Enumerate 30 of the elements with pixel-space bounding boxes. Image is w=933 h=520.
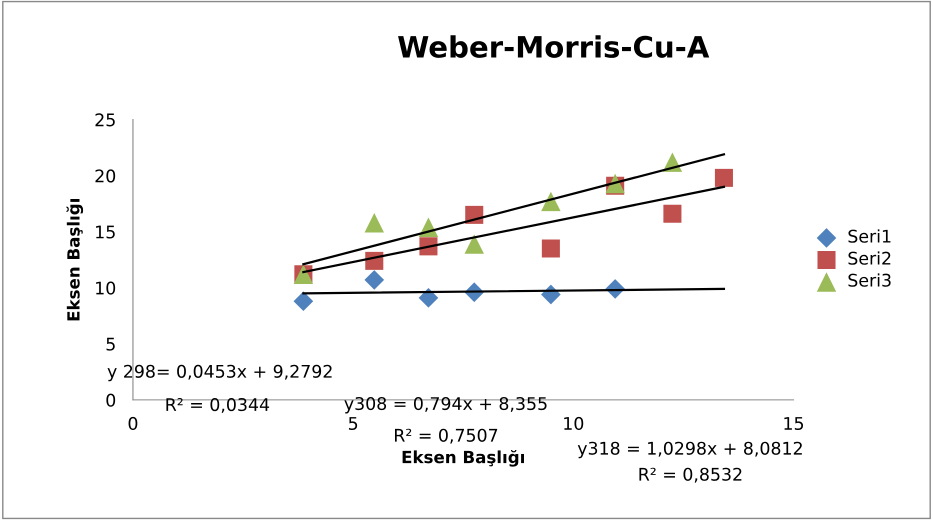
- y-tick-label: 0: [106, 394, 116, 407]
- point: [418, 288, 438, 308]
- legend-label: Seri3: [848, 273, 891, 287]
- x-tick-label: 15: [784, 417, 804, 430]
- x-axis-title: Eksen Başlığı: [402, 450, 524, 467]
- annotation: y308 = 0,794x + 8,355: [344, 396, 547, 414]
- point: [464, 234, 484, 254]
- text: y318 = 1,0298x + 8,0812: [578, 442, 802, 458]
- annotation: y 298= 0,0453x + 9,2792: [108, 364, 332, 382]
- x-tick-label: 0: [128, 416, 138, 430]
- x-tick-label: 5: [348, 417, 358, 430]
- point: [294, 291, 314, 312]
- y-tick-label: 25: [95, 113, 115, 126]
- point: [714, 168, 733, 187]
- text: R² = 0,7507: [395, 428, 498, 444]
- chart-title: Weber-Morris-Cu-A: [398, 35, 710, 58]
- legend-label: Seri2: [848, 251, 890, 265]
- point: [364, 213, 384, 232]
- text: R² = 0,8532: [639, 468, 742, 483]
- x-tick-label: 10: [564, 416, 584, 430]
- legend-label: Seri1: [848, 229, 890, 243]
- y-tick-label: 20: [95, 169, 116, 182]
- y-tick-label: 5: [106, 338, 115, 351]
- point: [542, 240, 560, 258]
- point: [364, 270, 384, 290]
- point: [663, 204, 682, 223]
- y-tick-label: 15: [96, 226, 115, 239]
- annotation: R² = 0,0344: [166, 398, 270, 413]
- y-tick-label: 10: [96, 281, 116, 295]
- y-axis-title: Eksen Başlığı: [66, 198, 84, 320]
